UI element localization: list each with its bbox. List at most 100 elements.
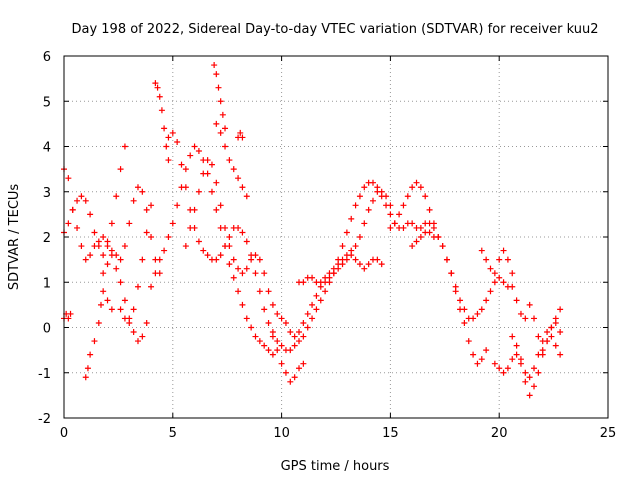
data-point [252,270,259,277]
data-point [174,202,181,209]
data-point [230,256,237,263]
series-arc-e [100,184,163,277]
data-point [182,184,189,191]
data-point [483,297,490,304]
data-point [426,206,433,213]
data-point [457,306,464,313]
data-point [452,288,459,295]
data-point [226,157,233,164]
data-point [296,329,303,336]
data-point [317,283,324,290]
data-point [470,315,477,322]
data-point [470,351,477,358]
data-point [100,288,107,295]
data-point [500,247,507,254]
data-marks [61,62,564,399]
data-point [313,292,320,299]
data-point [256,338,263,345]
data-point [65,220,72,227]
data-point [178,161,185,168]
data-point [491,279,498,286]
data-point [313,306,320,313]
data-point [439,243,446,250]
data-point [517,356,524,363]
data-point [217,98,224,105]
data-point [126,319,133,326]
data-point [265,347,272,354]
data-point [352,256,359,263]
data-point [274,310,281,317]
data-point [134,184,141,191]
data-point [356,193,363,200]
data-point [269,351,276,358]
data-point [213,120,220,127]
data-point [378,188,385,195]
data-point [213,256,220,263]
data-point [491,360,498,367]
data-point [165,157,172,164]
data-point [400,202,407,209]
data-point [387,211,394,218]
data-point [356,261,363,268]
data-point [539,347,546,354]
data-point [87,252,94,259]
data-point [500,279,507,286]
data-point [557,329,564,336]
data-point [219,111,226,118]
data-point [504,365,511,372]
plot-frame [63,55,609,419]
data-point [252,252,259,259]
data-point [152,80,159,87]
data-point [213,179,220,186]
data-point [65,175,72,182]
data-point [396,211,403,218]
y-tick-label: 2 [43,231,51,246]
data-point [291,342,298,349]
data-point [417,234,424,240]
data-point [121,315,128,322]
data-point [478,306,485,313]
series-arc-l [213,120,250,200]
data-point [339,261,346,268]
data-point [148,283,155,290]
data-point [391,220,398,227]
y-tick-label: -1 [38,367,51,382]
data-point [348,215,355,222]
data-point [461,319,468,326]
data-point [278,360,285,367]
data-point [404,193,411,200]
data-point [448,270,455,277]
data-point [226,261,233,268]
data-point [535,369,542,376]
series-arc-a [61,166,150,345]
series-arc-i [165,129,307,385]
data-point [139,333,146,340]
data-point [187,224,194,231]
x-tick-label: 20 [491,426,508,441]
data-point [134,283,141,290]
data-point [65,315,72,322]
data-point [169,220,176,227]
data-point [130,197,137,204]
data-point [239,301,246,308]
data-point [239,270,246,277]
x-tick-label: 5 [169,426,177,441]
data-point [483,347,490,354]
data-point [87,351,94,358]
data-point [296,365,303,372]
data-point [261,270,268,277]
data-point [213,71,220,78]
data-point [487,265,494,272]
data-point [217,252,224,259]
data-point [483,256,490,263]
data-point [239,134,246,141]
data-point [557,351,564,358]
data-point [300,279,307,286]
data-point [552,342,559,349]
data-point [213,206,220,213]
data-point [117,166,124,173]
x-tick-label: 0 [60,426,68,441]
data-point [544,338,551,345]
data-point [239,184,246,191]
